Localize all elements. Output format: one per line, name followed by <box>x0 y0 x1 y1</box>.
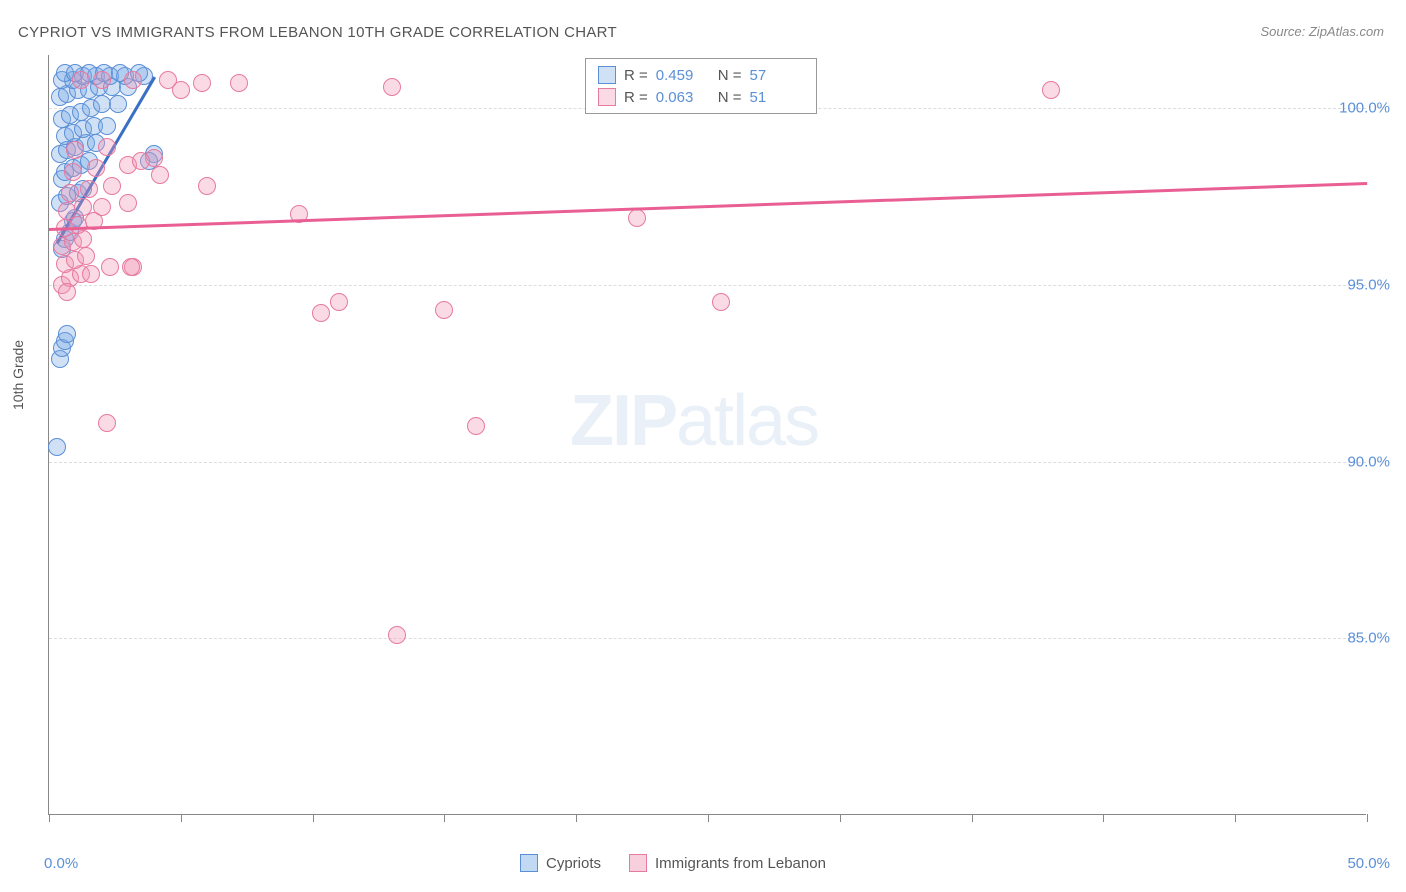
legend-correlation-row: R = 0.459 N = 57 <box>598 64 804 86</box>
legend-n-value: 57 <box>750 67 804 84</box>
data-point <box>119 194 137 212</box>
legend-swatch <box>598 66 616 84</box>
data-point <box>467 417 485 435</box>
data-point <box>124 71 142 89</box>
data-point <box>103 177 121 195</box>
legend-series: Cypriots Immigrants from Lebanon <box>520 854 826 872</box>
x-tick <box>972 814 973 822</box>
legend-series-label: Immigrants from Lebanon <box>655 855 826 872</box>
y-tick-label: 85.0% <box>1347 630 1390 647</box>
legend-series-label: Cypriots <box>546 855 601 872</box>
data-point <box>74 198 92 216</box>
data-point <box>193 74 211 92</box>
legend-n-label: N = <box>718 67 742 84</box>
legend-swatch <box>629 854 647 872</box>
data-point <box>198 177 216 195</box>
gridline <box>49 638 1366 639</box>
x-tick <box>1103 814 1104 822</box>
data-point <box>230 74 248 92</box>
legend-series-item: Immigrants from Lebanon <box>629 854 826 872</box>
data-point <box>109 95 127 113</box>
y-tick-label: 95.0% <box>1347 276 1390 293</box>
data-point <box>151 166 169 184</box>
data-point <box>122 258 140 276</box>
y-tick-label: 100.0% <box>1339 100 1390 117</box>
legend-swatch <box>520 854 538 872</box>
x-tick <box>840 814 841 822</box>
data-point <box>72 71 90 89</box>
data-point <box>330 293 348 311</box>
data-point <box>61 184 79 202</box>
plot-area <box>48 55 1366 815</box>
x-tick <box>49 814 50 822</box>
x-axis-min-label: 0.0% <box>44 855 78 872</box>
x-tick <box>313 814 314 822</box>
data-point <box>712 293 730 311</box>
data-point <box>98 138 116 156</box>
data-point <box>435 301 453 319</box>
legend-r-value: 0.063 <box>656 89 710 106</box>
legend-n-label: N = <box>718 89 742 106</box>
x-tick <box>1367 814 1368 822</box>
x-tick <box>181 814 182 822</box>
legend-r-label: R = <box>624 67 648 84</box>
data-point <box>80 180 98 198</box>
legend-series-item: Cypriots <box>520 854 601 872</box>
legend-r-label: R = <box>624 89 648 106</box>
x-tick <box>1235 814 1236 822</box>
legend-n-value: 51 <box>750 89 804 106</box>
data-point <box>64 163 82 181</box>
data-point <box>628 209 646 227</box>
legend-correlation-row: R = 0.063 N = 51 <box>598 86 804 108</box>
y-tick-label: 90.0% <box>1347 453 1390 470</box>
data-point <box>172 81 190 99</box>
data-point <box>383 78 401 96</box>
gridline <box>49 285 1366 286</box>
x-axis-max-label: 50.0% <box>1347 855 1390 872</box>
data-point <box>58 283 76 301</box>
data-point <box>388 626 406 644</box>
x-tick <box>576 814 577 822</box>
chart-title: CYPRIOT VS IMMIGRANTS FROM LEBANON 10TH … <box>18 24 617 41</box>
y-axis-label: 10th Grade <box>10 340 26 410</box>
legend-correlation: R = 0.459 N = 57 R = 0.063 N = 51 <box>585 58 817 114</box>
data-point <box>87 159 105 177</box>
source-attribution: Source: ZipAtlas.com <box>1260 24 1384 39</box>
x-tick <box>708 814 709 822</box>
data-point <box>77 247 95 265</box>
data-point <box>82 265 100 283</box>
legend-r-value: 0.459 <box>656 67 710 84</box>
gridline <box>49 462 1366 463</box>
legend-swatch <box>598 88 616 106</box>
data-point <box>66 141 84 159</box>
data-point <box>98 414 116 432</box>
data-point <box>93 71 111 89</box>
data-point <box>312 304 330 322</box>
data-point <box>48 438 66 456</box>
data-point <box>1042 81 1060 99</box>
data-point <box>58 325 76 343</box>
x-tick <box>444 814 445 822</box>
data-point <box>101 258 119 276</box>
data-point <box>98 117 116 135</box>
data-point <box>132 152 150 170</box>
data-point <box>93 198 111 216</box>
trend-line <box>49 182 1367 231</box>
